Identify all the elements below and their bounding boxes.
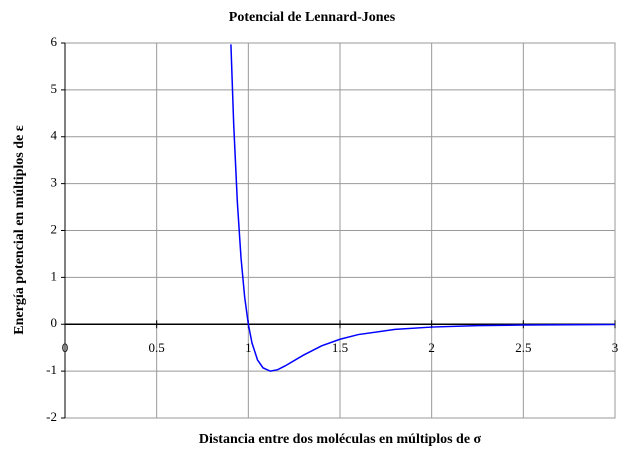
x-tick-label: 3: [612, 340, 619, 355]
y-tick-label: -1: [46, 362, 57, 377]
x-tick-label: 1: [245, 340, 252, 355]
y-tick-label: 5: [51, 81, 58, 96]
x-axis-label: Distancia entre dos moléculas en múltipl…: [199, 432, 482, 447]
x-tick-label: 2: [428, 340, 435, 355]
y-tick-label: 2: [51, 221, 58, 236]
y-tick-label: 0: [51, 315, 58, 330]
x-tick-label: 0.5: [149, 340, 165, 355]
y-tick-label: 3: [51, 175, 58, 190]
chart-title: Potencial de Lennard-Jones: [229, 10, 396, 25]
y-tick-label: 1: [51, 268, 58, 283]
x-tick-label: 1.5: [332, 340, 348, 355]
y-tick-label: -2: [46, 409, 57, 424]
x-tick-label: 2.5: [515, 340, 531, 355]
y-tick-label: 6: [51, 34, 58, 49]
y-axis-label: Energía potencial en múltiplos de ε: [12, 125, 27, 334]
y-tick-label: 4: [51, 128, 58, 143]
data-line: [230, 44, 616, 372]
